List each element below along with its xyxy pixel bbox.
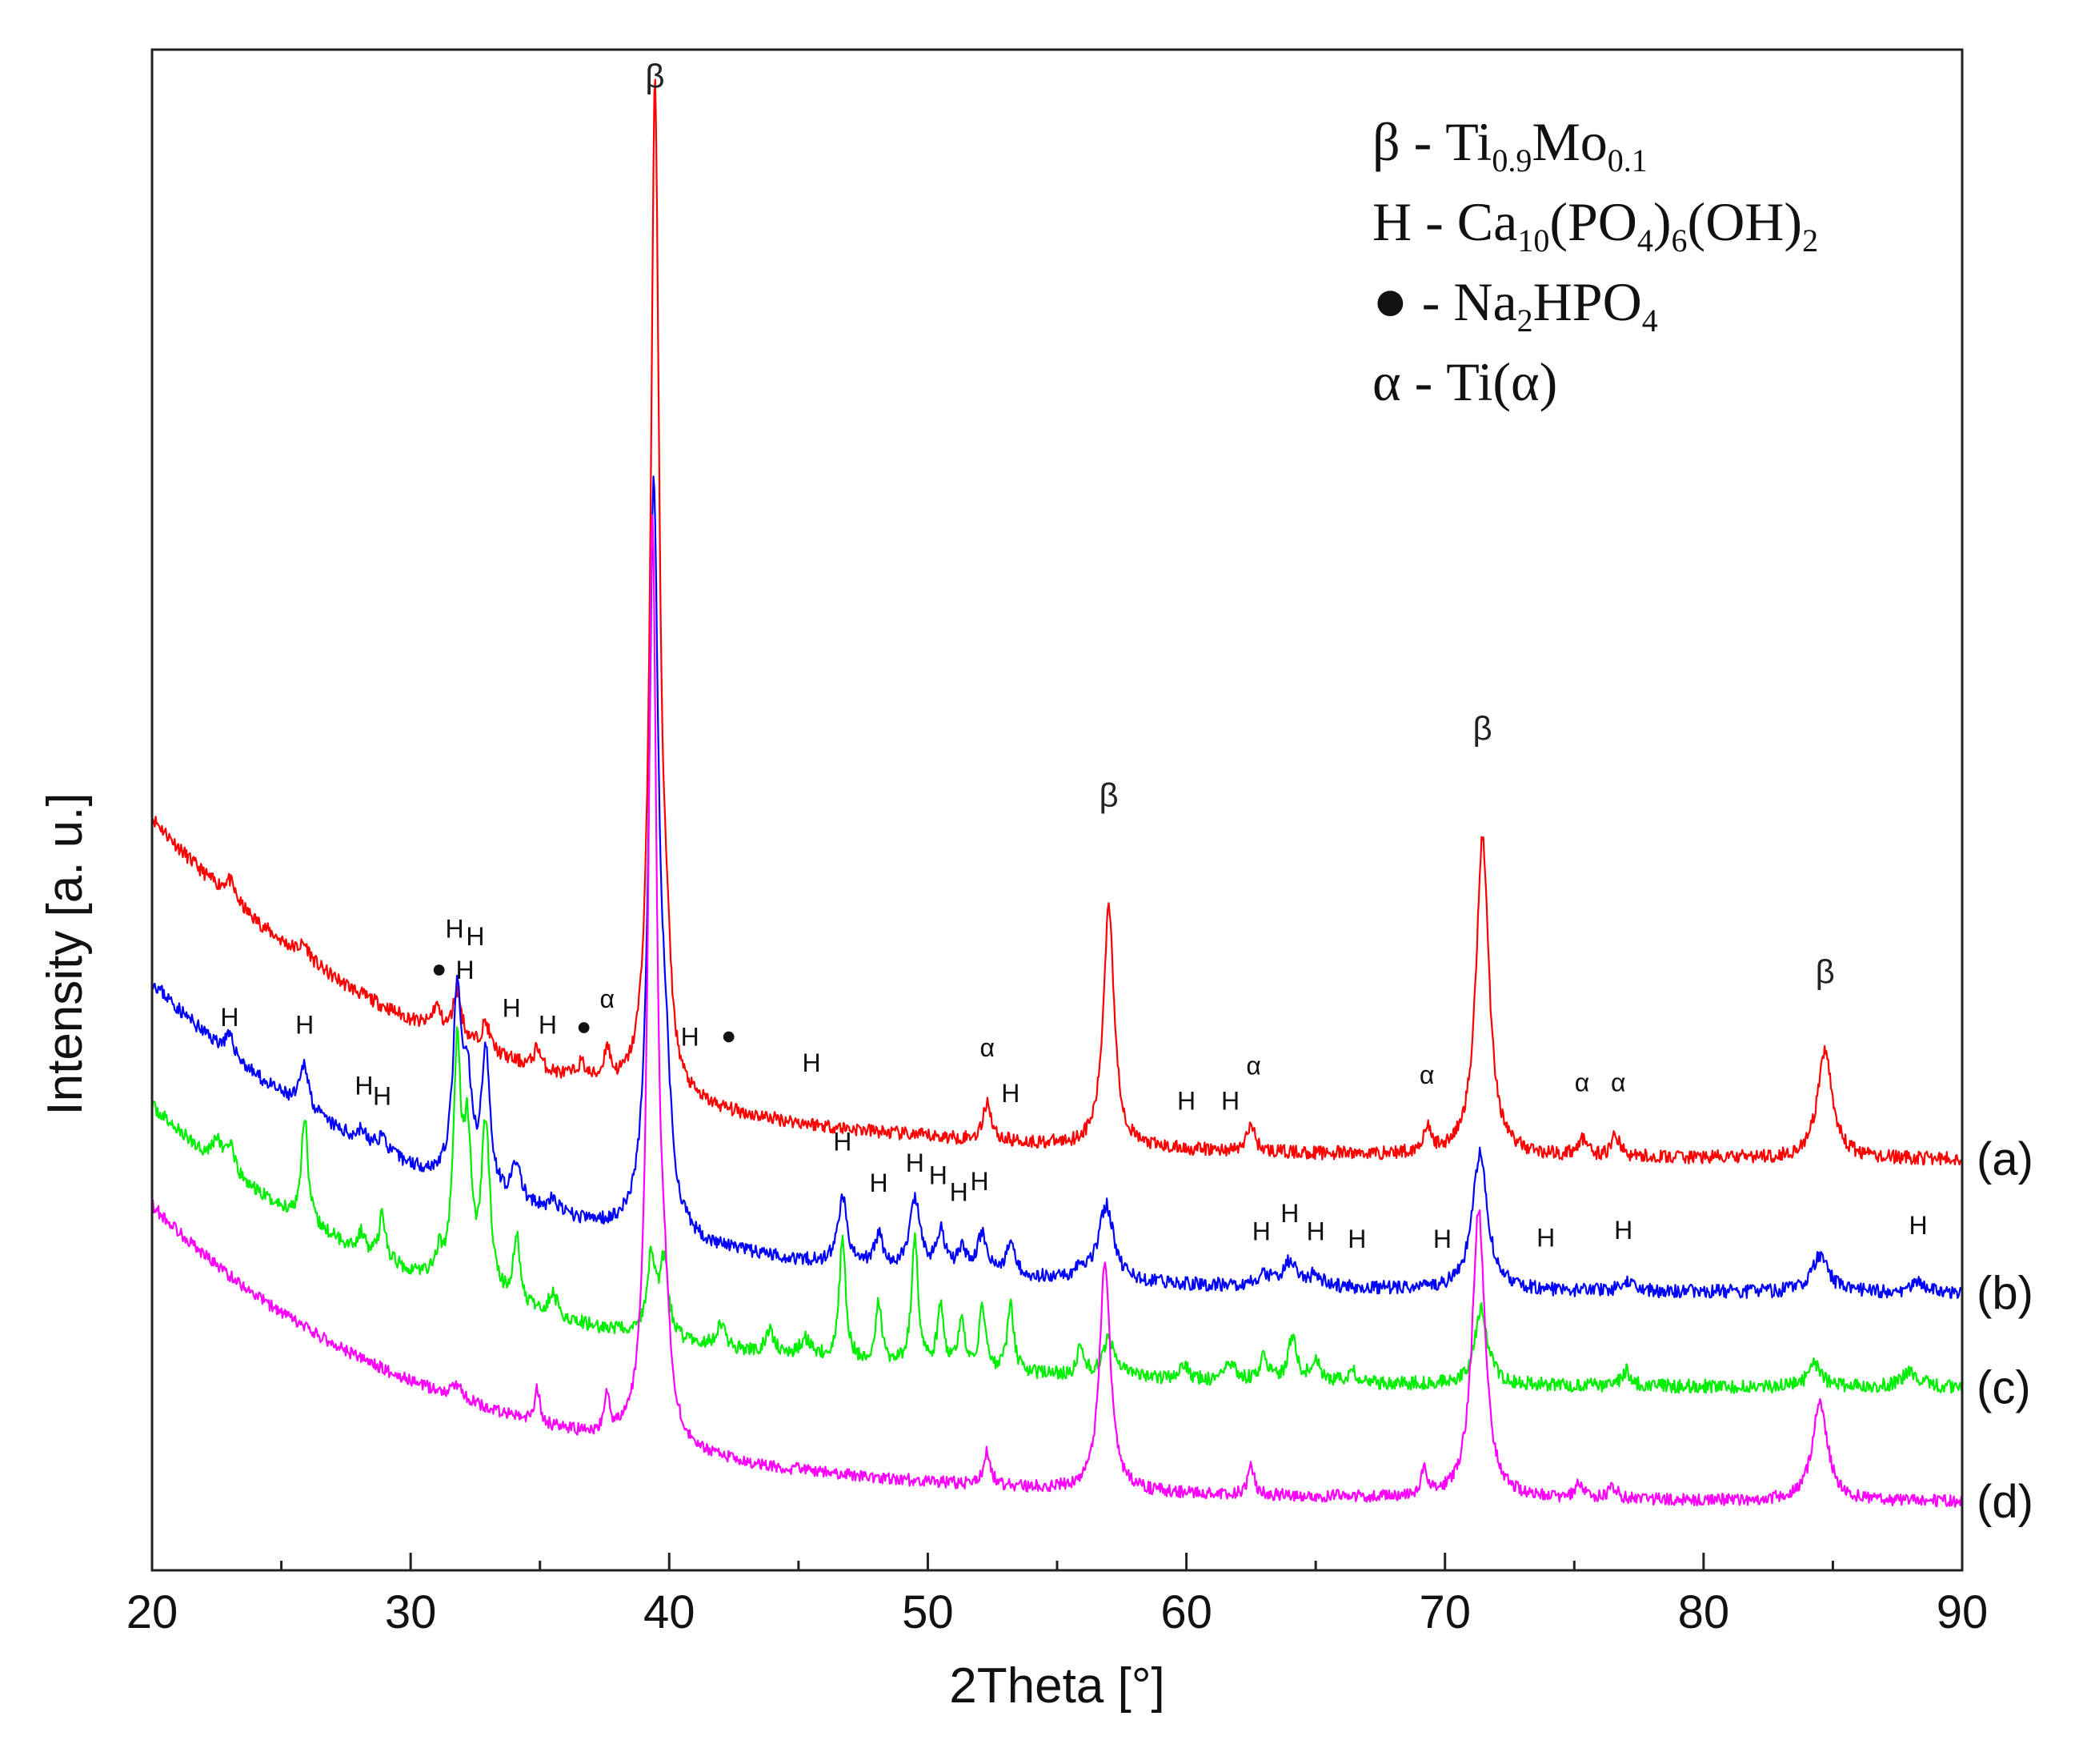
peak-annotation: H bbox=[1252, 1217, 1271, 1246]
legend-entry: H - Ca10(PO4)6(OH)2 bbox=[1372, 191, 1818, 259]
x-axis-title: 2Theta [°] bbox=[949, 1658, 1165, 1714]
peak-annotation: H bbox=[906, 1149, 924, 1177]
legend-entry: β - Ti0.9Mo0.1 bbox=[1372, 111, 1648, 178]
series-line-1 bbox=[150, 78, 1963, 1166]
peak-annotation: H bbox=[295, 1010, 314, 1039]
legend-symbol: β bbox=[1372, 111, 1400, 172]
peak-annotation: H bbox=[466, 922, 484, 951]
series-label-3: (c) bbox=[1977, 1361, 2031, 1413]
peak-annotation: H bbox=[802, 1048, 820, 1077]
x-tick-label: 30 bbox=[385, 1586, 437, 1638]
peak-annotation: H bbox=[1001, 1079, 1019, 1108]
legend-symbol: α bbox=[1372, 351, 1401, 412]
series-label-4: (d) bbox=[1977, 1476, 2033, 1528]
peak-annotation: α bbox=[980, 1033, 995, 1062]
peak-annotation: H bbox=[1307, 1217, 1325, 1246]
peak-annotation: β bbox=[1472, 710, 1492, 748]
peak-annotation: H bbox=[539, 1010, 557, 1039]
x-tick-label: 80 bbox=[1678, 1586, 1730, 1638]
peak-annotation: H bbox=[1909, 1211, 1928, 1240]
x-tick-label: 60 bbox=[1160, 1586, 1212, 1638]
x-tick-label: 40 bbox=[643, 1586, 695, 1638]
peak-annotation: H bbox=[455, 956, 474, 984]
annotation-dot-marker: ● bbox=[576, 1012, 591, 1040]
peak-annotation: α bbox=[1246, 1052, 1261, 1080]
peak-annotation: H bbox=[355, 1071, 373, 1100]
legend-entry: α - Ti(α) bbox=[1372, 351, 1557, 412]
y-axis-title: Intensity [a. u.] bbox=[38, 792, 93, 1115]
series-line-3 bbox=[150, 1026, 1964, 1394]
peak-annotation: H bbox=[1221, 1086, 1240, 1115]
legend-dot-icon: ● bbox=[1372, 268, 1408, 334]
series-line-4 bbox=[150, 514, 1964, 1508]
peak-annotation: H bbox=[373, 1082, 391, 1111]
x-tick-label: 90 bbox=[1937, 1586, 1989, 1638]
peak-annotation: β bbox=[1816, 953, 1835, 991]
legend-entry: ● - Na2HPO4 bbox=[1372, 268, 1658, 339]
x-axis: 20 30 40 50 60 70 80 90 bbox=[126, 1553, 1989, 1638]
peak-annotation: β bbox=[645, 58, 664, 95]
peak-annotation: H bbox=[220, 1003, 238, 1032]
peak-annotation: H bbox=[950, 1177, 968, 1206]
peak-annotation: H bbox=[1614, 1216, 1632, 1245]
annotation-dot-marker: ● bbox=[721, 1021, 736, 1050]
peak-annotation: H bbox=[681, 1023, 699, 1052]
peak-annotation: H bbox=[833, 1128, 851, 1157]
peak-annotation: β bbox=[1100, 776, 1119, 814]
series-layer bbox=[150, 78, 1964, 1508]
peak-annotation: α bbox=[1420, 1060, 1435, 1089]
peak-annotation: α bbox=[1611, 1068, 1626, 1097]
annotation-dot-marker: ● bbox=[431, 954, 447, 983]
series-line-2 bbox=[151, 475, 1964, 1299]
peak-annotation: H bbox=[503, 993, 521, 1022]
peak-annotation: H bbox=[971, 1167, 989, 1196]
peak-annotation: H bbox=[1348, 1225, 1366, 1253]
x-tick-label: 70 bbox=[1419, 1586, 1471, 1638]
peak-annotation: H bbox=[1280, 1199, 1299, 1228]
series-label-2: (b) bbox=[1977, 1267, 2033, 1319]
peak-annotation: H bbox=[869, 1169, 887, 1197]
peak-annotation: H bbox=[446, 915, 464, 944]
peak-annotation: H bbox=[1433, 1225, 1452, 1253]
x-tick-label: 20 bbox=[126, 1586, 178, 1638]
peak-annotation: H bbox=[929, 1161, 947, 1189]
legend: β - Ti0.9Mo0.1 H - Ca10(PO4)6(OH)2 ● - Na2… bbox=[1372, 111, 1818, 412]
peak-annotation: H bbox=[1536, 1223, 1555, 1252]
peak-annotation: H bbox=[1177, 1086, 1196, 1115]
x-tick-label: 50 bbox=[902, 1586, 954, 1638]
peak-annotation: α bbox=[1575, 1068, 1590, 1097]
peak-annotation: α bbox=[599, 984, 615, 1013]
legend-symbol: H bbox=[1372, 191, 1412, 252]
series-label-1: (a) bbox=[1977, 1133, 2033, 1185]
